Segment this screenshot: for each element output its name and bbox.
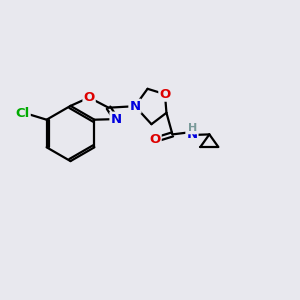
Text: N: N	[186, 128, 197, 142]
Text: N: N	[129, 100, 140, 113]
Text: Cl: Cl	[16, 106, 30, 120]
Text: O: O	[149, 133, 161, 146]
Text: O: O	[159, 88, 171, 101]
Text: H: H	[188, 123, 197, 134]
Text: N: N	[110, 112, 122, 126]
Text: O: O	[83, 91, 95, 104]
